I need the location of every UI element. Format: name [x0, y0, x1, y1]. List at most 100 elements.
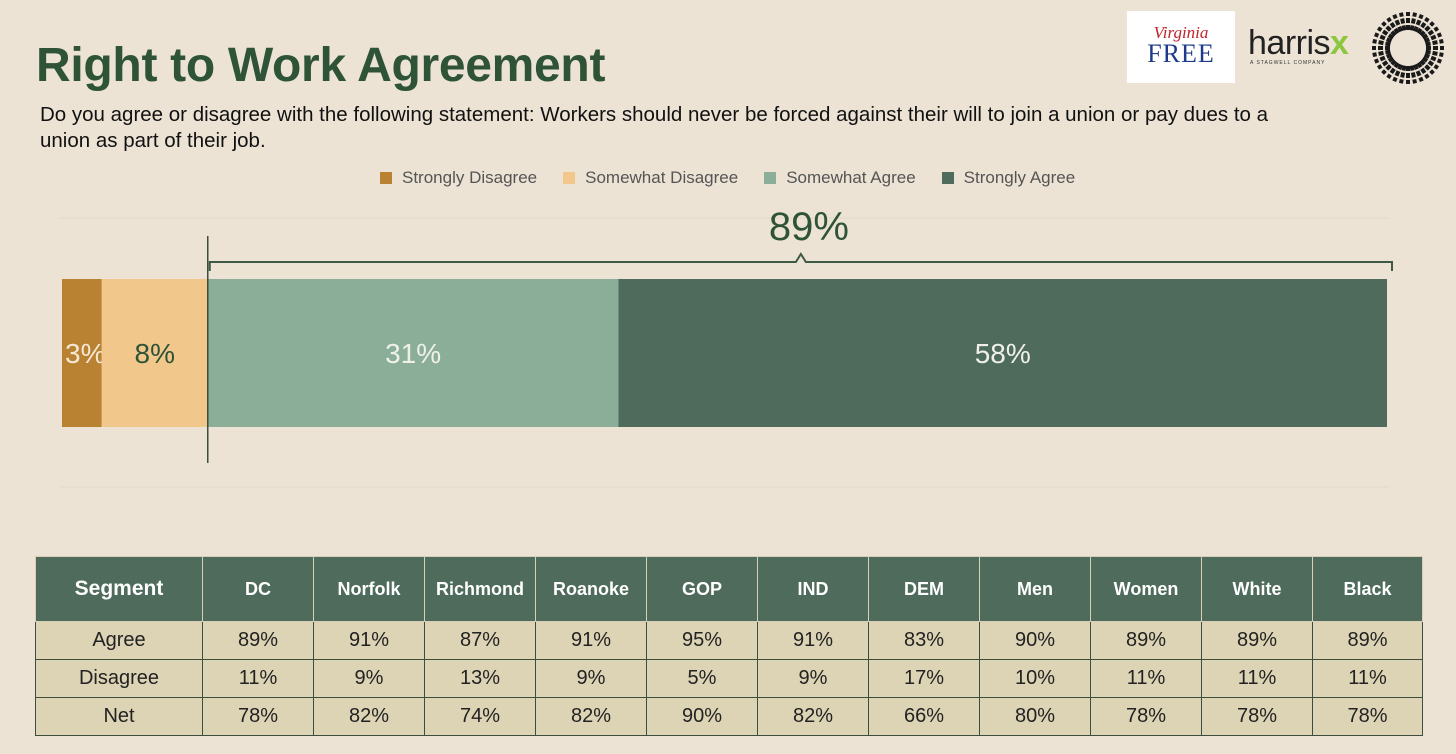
- sunburst-logo-icon: [1372, 12, 1444, 84]
- table-header-cell: Women: [1090, 556, 1202, 622]
- sunburst-ray: [1409, 12, 1417, 31]
- table-cell: 78%: [1312, 697, 1423, 736]
- table-cell: 11%: [1312, 659, 1423, 698]
- sunburst-ray: [1413, 13, 1424, 33]
- table-cell: 89%: [1201, 621, 1313, 660]
- table-cell: 78%: [1201, 697, 1313, 736]
- table-cell: 89%: [202, 621, 314, 660]
- sunburst-ray: [1413, 63, 1424, 83]
- sunburst-ray: [1423, 53, 1443, 64]
- sunburst-ray: [1419, 59, 1435, 75]
- table-header-cell: Black: [1312, 556, 1423, 622]
- table-cell: 9%: [535, 659, 647, 698]
- table-cell: 11%: [1201, 659, 1313, 698]
- table-header-cell: White: [1201, 556, 1313, 622]
- table-header-row: Segment DC Norfolk Richmond Roanoke GOP IND DEM…: [35, 556, 1423, 622]
- harrisx-logo-main: harris: [1248, 24, 1331, 62]
- sunburst-ray: [1376, 56, 1395, 70]
- virginia-free-logo: Virginia FREE: [1127, 11, 1235, 83]
- table-cell: 80%: [979, 697, 1091, 736]
- bar-segment: [207, 279, 619, 427]
- legend-label: Somewhat Disagree: [585, 168, 739, 187]
- legend-swatch: [563, 172, 576, 184]
- table-header-cell: Richmond: [424, 556, 536, 622]
- sunburst-ray: [1372, 39, 1391, 47]
- table-row: Agree 89% 91% 87% 91% 95% 91% 83% 90% 89% 89% 89%: [35, 621, 1423, 660]
- sunburst-ray: [1421, 26, 1440, 40]
- table-cell: 17%: [868, 659, 980, 698]
- harrisx-logo-x: x: [1330, 24, 1349, 62]
- table-header-cell: Roanoke: [535, 556, 647, 622]
- table-cell: 82%: [535, 697, 647, 736]
- sunburst-ray: [1386, 61, 1400, 80]
- harrisx-logo-subtitle: A STAGWELL COMPANY: [1250, 60, 1326, 66]
- table-cell: 82%: [313, 697, 425, 736]
- harrisx-logo: harrisx: [1248, 24, 1349, 63]
- sunburst-ray: [1419, 21, 1435, 37]
- bar-data-label: 31%: [385, 338, 441, 369]
- table-cell: Agree: [35, 621, 203, 660]
- table-header-cell: Segment: [35, 556, 203, 622]
- table-cell: 95%: [646, 621, 758, 660]
- legend-item: Strongly Agree: [941, 168, 1076, 188]
- segment-table-grid: Segment DC Norfolk Richmond Roanoke GOP IND DEM…: [35, 556, 1423, 736]
- table-cell: 90%: [646, 697, 758, 736]
- bar-segment: [101, 279, 208, 427]
- sunburst-ray: [1392, 13, 1403, 33]
- survey-question: Do you agree or disagree with the follow…: [40, 103, 1269, 152]
- table-cell: 90%: [979, 621, 1091, 660]
- segment-table: Segment DC Norfolk Richmond Roanoke GOP IND DEM…: [35, 556, 1423, 736]
- legend-item: Somewhat Disagree: [563, 168, 738, 188]
- table-header-cell: DC: [202, 556, 314, 622]
- table-cell: 13%: [424, 659, 536, 698]
- table-header-cell: DEM: [868, 556, 980, 622]
- table-cell: 91%: [313, 621, 425, 660]
- table-cell: 10%: [979, 659, 1091, 698]
- chart-legend: Strongly Disagree Somewhat Disagree Somewh…: [380, 168, 1075, 188]
- virginia-free-logo-bottom: FREE: [1147, 39, 1215, 68]
- bar-data-label: 58%: [975, 338, 1031, 369]
- sunburst-ray: [1409, 65, 1417, 84]
- table-cell: 89%: [1090, 621, 1202, 660]
- legend-item: Somewhat Agree: [764, 168, 916, 188]
- legend-label: Strongly Disagree: [402, 168, 538, 187]
- page-title: Right to Work Agreement: [36, 39, 606, 92]
- table-cell: 78%: [202, 697, 314, 736]
- sunburst-ray: [1416, 61, 1430, 80]
- table-header-cell: Norfolk: [313, 556, 425, 622]
- table-cell: 9%: [757, 659, 869, 698]
- table-cell: 74%: [424, 697, 536, 736]
- table-cell: 5%: [646, 659, 758, 698]
- stacked-bar-chart: 3% 8% 31% 58% 89%: [60, 205, 1393, 488]
- sunburst-ray: [1373, 53, 1393, 64]
- table-cell: Net: [35, 697, 203, 736]
- sunburst-ray: [1386, 16, 1400, 35]
- sunburst-ray: [1425, 49, 1444, 57]
- sunburst-ray: [1423, 32, 1443, 43]
- sunburst-ray: [1421, 56, 1440, 70]
- bar-segment: [618, 279, 1387, 427]
- sunburst-ray: [1381, 59, 1397, 75]
- table-row: Net 78% 82% 74% 82% 90% 82% 66% 80% 78% 78% 78%: [35, 697, 1423, 736]
- sunburst-ray: [1425, 39, 1444, 47]
- sunburst-ray: [1392, 63, 1403, 83]
- table-header-cell: IND: [757, 556, 869, 622]
- table-cell: 11%: [202, 659, 314, 698]
- sunburst-ray: [1416, 16, 1430, 35]
- agree-bracket: [208, 252, 1393, 271]
- table-cell: 91%: [535, 621, 647, 660]
- table-cell: 82%: [757, 697, 869, 736]
- table-header-cell: Men: [979, 556, 1091, 622]
- sunburst-ray: [1399, 65, 1407, 84]
- sunburst-ray: [1381, 21, 1397, 37]
- table-cell: 66%: [868, 697, 980, 736]
- bar-segment: [62, 279, 102, 427]
- sunburst-ray: [1399, 12, 1407, 31]
- legend-label: Somewhat Agree: [786, 168, 916, 187]
- table-cell: 11%: [1090, 659, 1202, 698]
- legend-label: Strongly Agree: [963, 168, 1076, 187]
- legend-item: Strongly Disagree: [380, 168, 537, 188]
- table-cell: 83%: [868, 621, 980, 660]
- table-header-cell: GOP: [646, 556, 758, 622]
- table-cell: 91%: [757, 621, 869, 660]
